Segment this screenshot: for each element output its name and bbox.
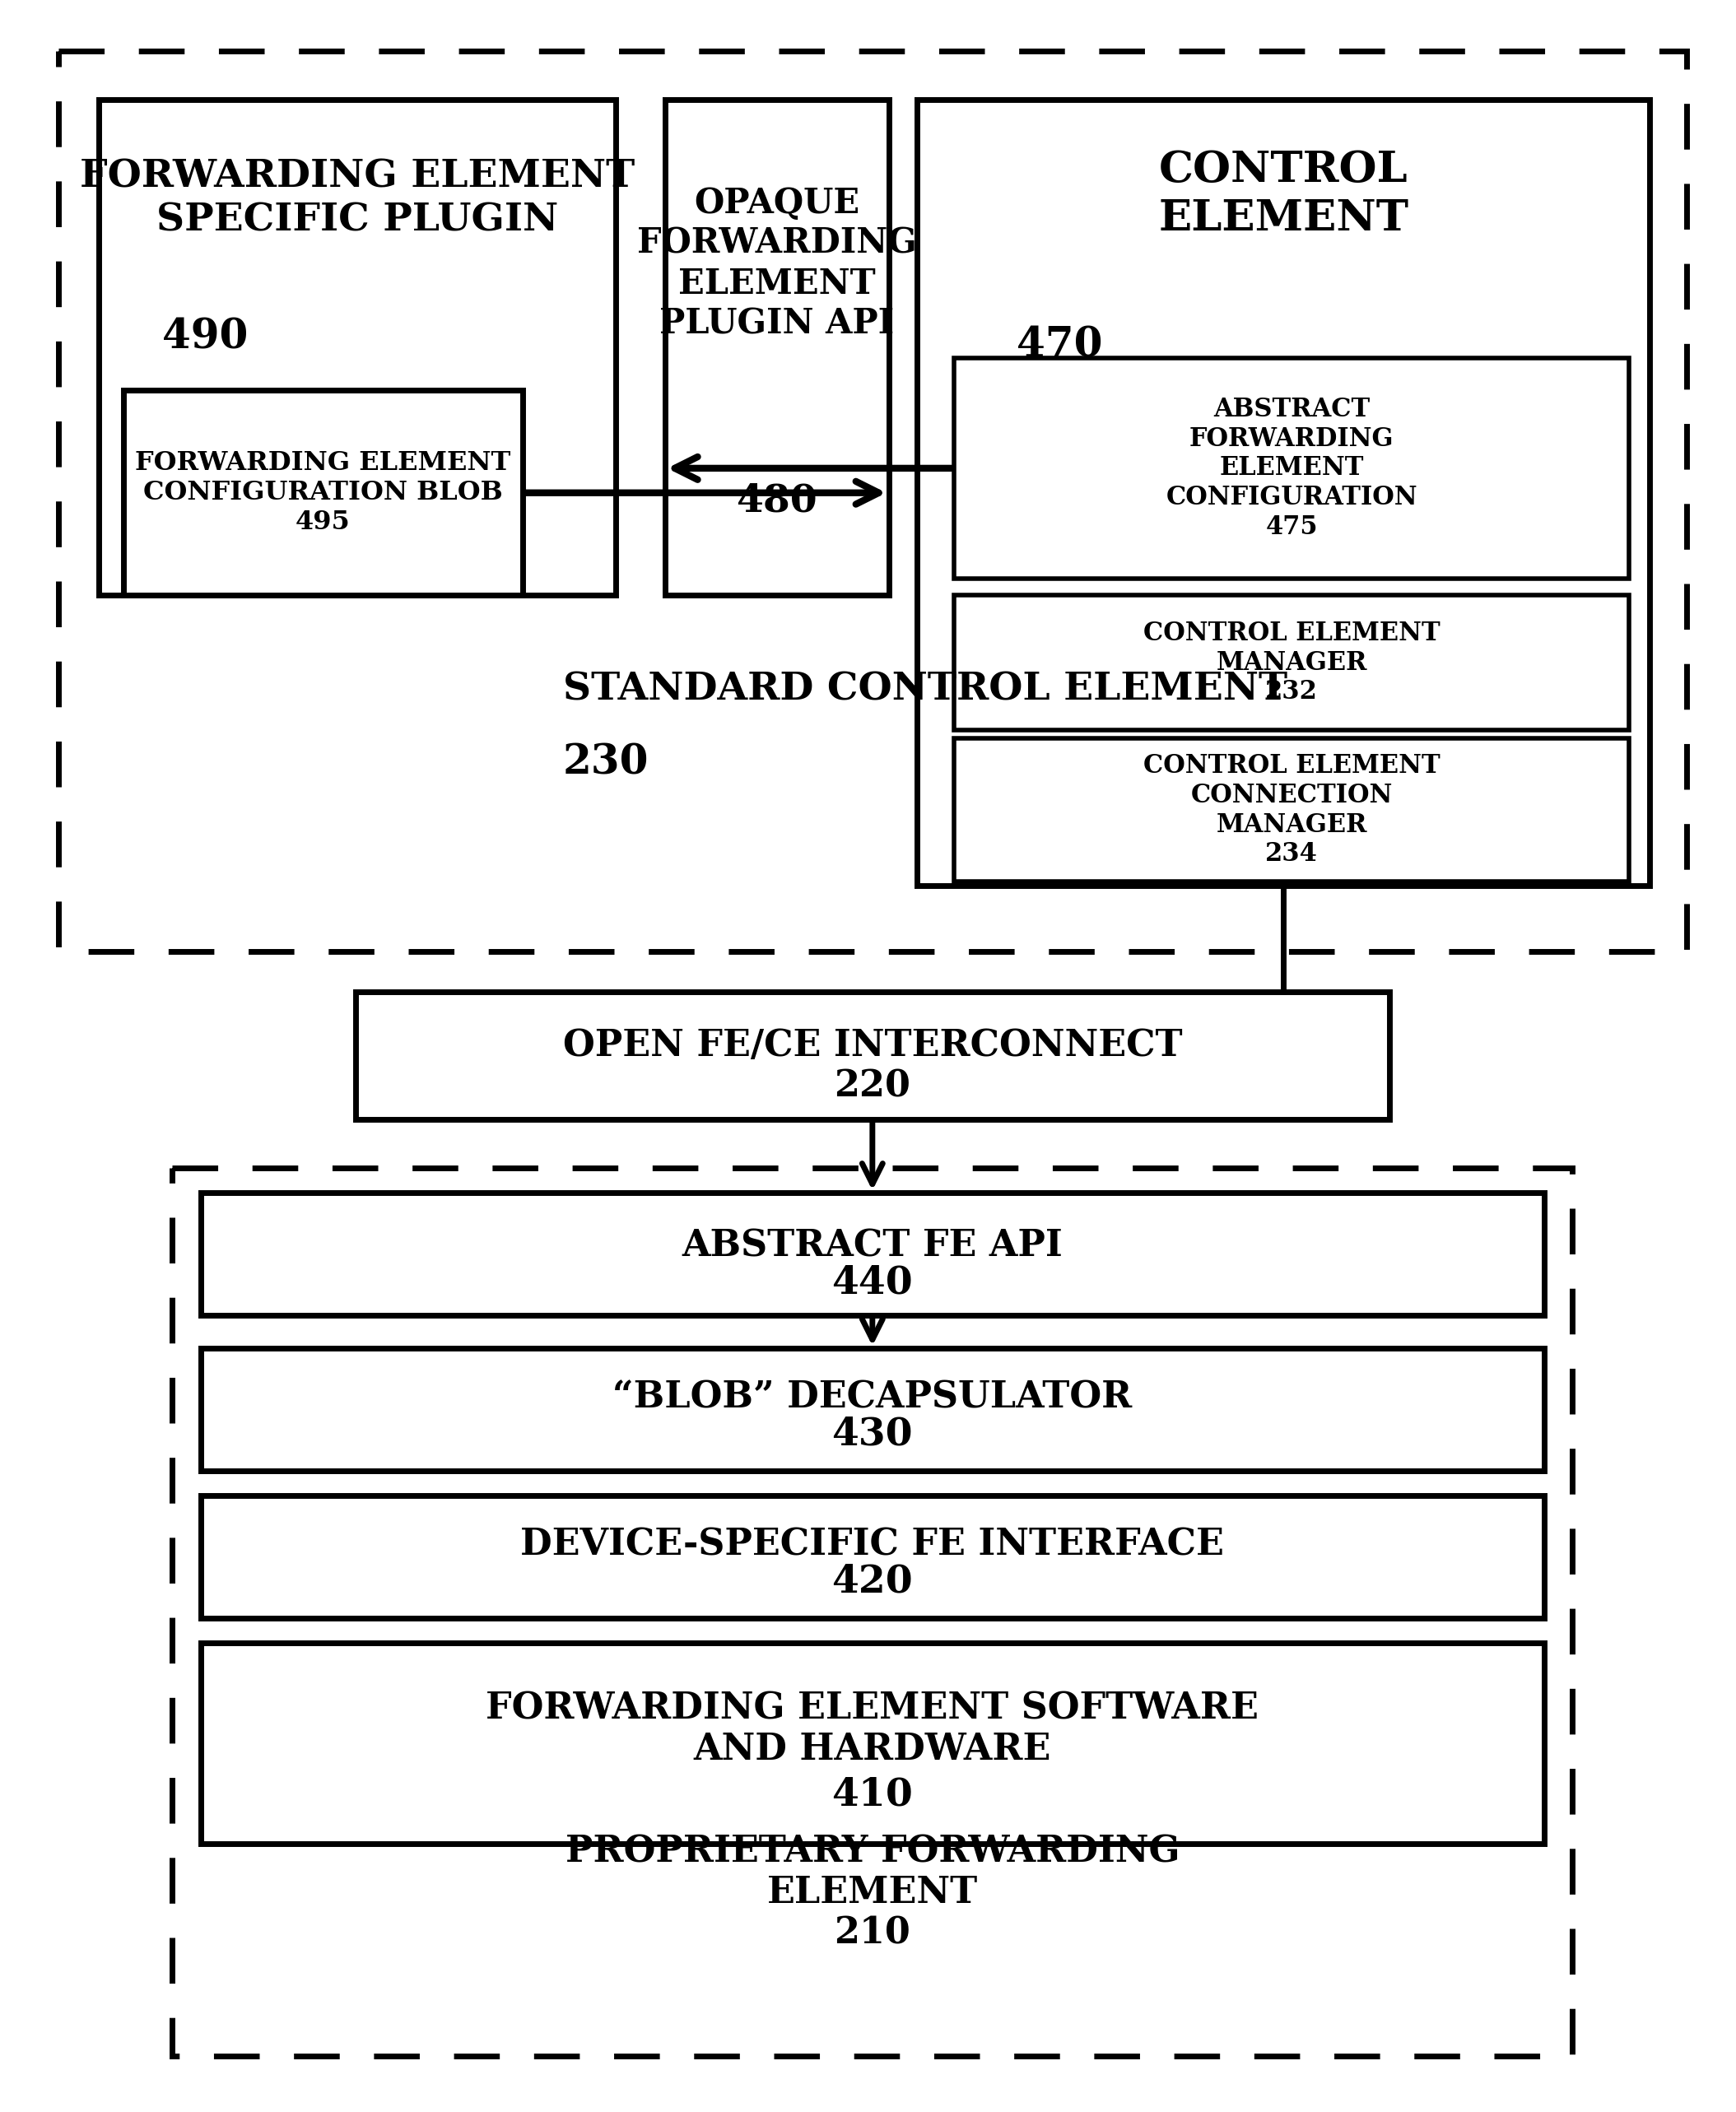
Text: STANDARD CONTROL ELEMENT: STANDARD CONTROL ELEMENT (562, 670, 1288, 708)
Text: PROPRIETARY FORWARDING
ELEMENT
210: PROPRIETARY FORWARDING ELEMENT 210 (566, 1833, 1180, 1951)
Text: 230: 230 (562, 743, 649, 784)
Bar (172, 1168, 1573, 2057)
Text: 480: 480 (736, 482, 818, 520)
Text: 440: 440 (832, 1263, 913, 1301)
Bar (665, 99, 889, 596)
Bar (356, 993, 1389, 1119)
Bar (99, 99, 616, 596)
Bar (201, 1643, 1543, 1844)
Bar (201, 1347, 1543, 1472)
Text: ABSTRACT FE API: ABSTRACT FE API (682, 1229, 1062, 1263)
Text: CONTROL ELEMENT
CONNECTION
MANAGER
234: CONTROL ELEMENT CONNECTION MANAGER 234 (1142, 754, 1441, 866)
Text: “BLOB” DECAPSULATOR: “BLOB” DECAPSULATOR (613, 1379, 1132, 1415)
Text: FORWARDING ELEMENT SOFTWARE: FORWARDING ELEMENT SOFTWARE (486, 1692, 1259, 1726)
Bar (953, 739, 1630, 881)
Text: FORWARDING ELEMENT
CONFIGURATION BLOB
495: FORWARDING ELEMENT CONFIGURATION BLOB 49… (135, 450, 510, 534)
Text: FORWARDING ELEMENT
SPECIFIC PLUGIN: FORWARDING ELEMENT SPECIFIC PLUGIN (80, 156, 635, 239)
Text: 490: 490 (161, 317, 248, 357)
Text: 410: 410 (832, 1776, 913, 1814)
Text: 220: 220 (833, 1069, 911, 1105)
Bar (953, 357, 1630, 579)
Bar (201, 1495, 1543, 1618)
Text: OPEN FE/CE INTERCONNECT: OPEN FE/CE INTERCONNECT (562, 1029, 1182, 1062)
Text: 420: 420 (832, 1563, 913, 1601)
Bar (201, 1193, 1543, 1316)
Bar (123, 391, 523, 596)
Text: 430: 430 (832, 1415, 913, 1453)
Text: CONTROL ELEMENT
MANAGER
232: CONTROL ELEMENT MANAGER 232 (1142, 621, 1441, 705)
Bar (59, 51, 1686, 950)
Bar (953, 596, 1630, 731)
Bar (917, 99, 1649, 885)
Text: CONTROL
ELEMENT: CONTROL ELEMENT (1158, 148, 1408, 239)
Text: 470: 470 (1017, 325, 1102, 365)
Text: AND HARDWARE: AND HARDWARE (694, 1732, 1052, 1768)
Text: DEVICE-SPECIFIC FE INTERFACE: DEVICE-SPECIFIC FE INTERFACE (521, 1527, 1224, 1563)
Text: OPAQUE
FORWARDING
ELEMENT
PLUGIN API: OPAQUE FORWARDING ELEMENT PLUGIN API (637, 186, 917, 340)
Text: ABSTRACT
FORWARDING
ELEMENT
CONFIGURATION
475: ABSTRACT FORWARDING ELEMENT CONFIGURATIO… (1167, 397, 1417, 541)
